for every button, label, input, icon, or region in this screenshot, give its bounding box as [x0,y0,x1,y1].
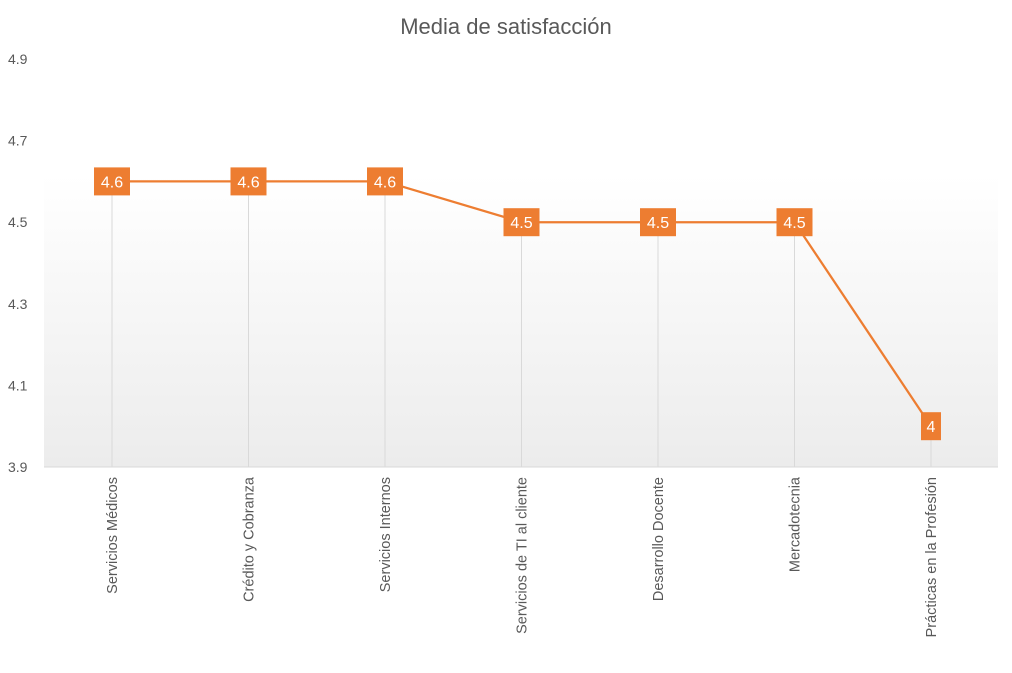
data-point: 4.5 [776,208,813,237]
x-axis-tick-labels: Servicios Médicos Crédito y Cobranza Servi… [105,476,940,637]
x-tick-label: Prácticas en la Profesión [924,477,940,637]
x-tick-label: Servicios Médicos [105,477,121,594]
data-point: 4.5 [640,208,676,237]
y-tick-label: 4.9 [8,51,28,67]
data-point: 4.6 [94,167,130,196]
data-label: 4.5 [510,215,532,232]
data-label: 4.6 [374,174,396,191]
data-point-marker [921,412,941,441]
data-point: 4 [921,412,941,441]
y-tick-label: 4.1 [8,377,28,393]
data-label: 4.6 [101,174,123,191]
y-tick-label: 4.3 [8,296,28,312]
data-point: 4.5 [503,208,540,237]
data-point-marker [94,167,130,196]
x-tick-label: Crédito y Cobranza [242,476,258,602]
data-point-marker [367,167,403,196]
data-label: 4 [927,419,936,436]
chart-title: Media de satisfacción [400,14,612,39]
data-label: 4.6 [237,174,259,191]
data-label: 4.5 [647,215,669,232]
x-tick-label: Servicios de TI al cliente [515,477,531,634]
y-axis-tick-labels: 3.9 4.1 4.3 4.5 4.7 4.9 [8,51,28,475]
data-label-markers: 4.6 4.6 4.6 4.5 4.5 4.5 4 [94,167,941,441]
x-tick-label: Desarrollo Docente [651,477,667,601]
drop-lines [111,181,932,467]
data-point-marker [503,208,540,237]
data-point-marker [230,167,267,196]
y-tick-label: 4.5 [8,214,28,230]
y-tick-label: 3.9 [8,459,28,475]
data-label: 4.5 [783,215,805,232]
y-tick-label: 4.7 [8,133,28,149]
data-point-marker [640,208,676,237]
data-point-marker [776,208,813,237]
x-tick-label: Mercadotecnia [788,476,804,572]
x-tick-label: Servicios Internos [378,477,394,592]
data-point: 4.6 [230,167,267,196]
data-point: 4.6 [367,167,403,196]
